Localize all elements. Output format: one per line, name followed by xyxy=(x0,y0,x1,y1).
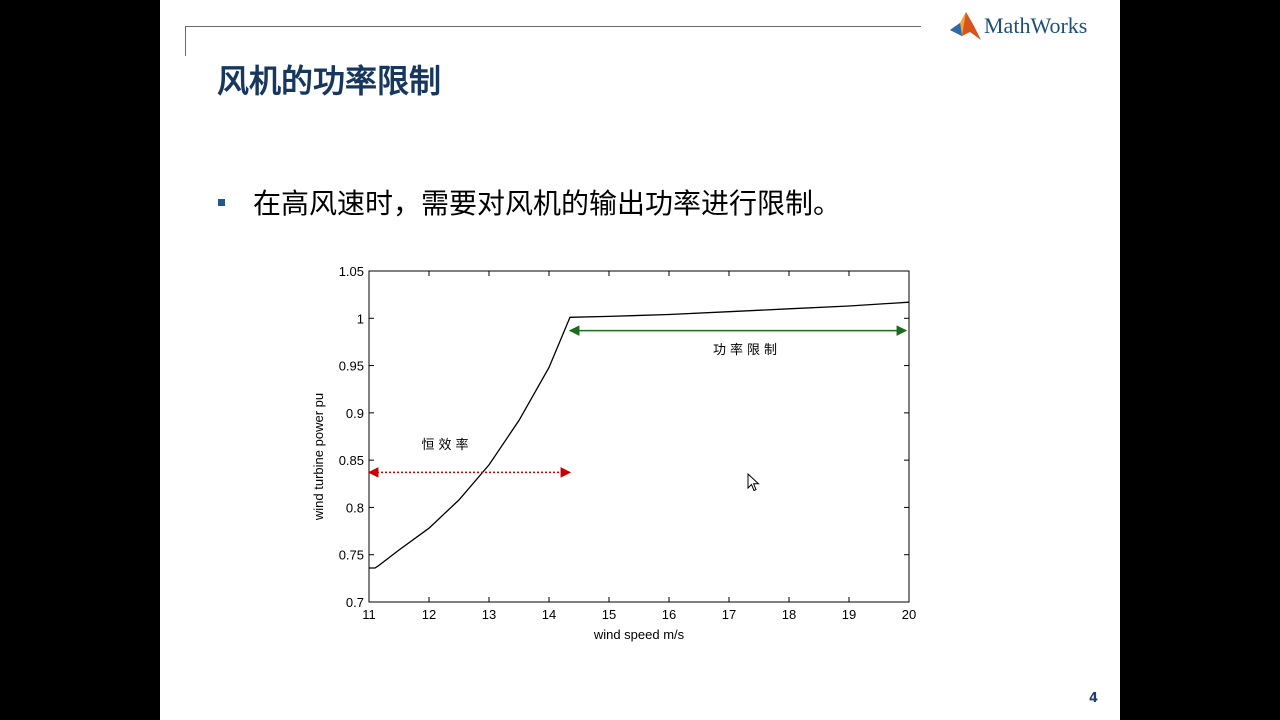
power-curve-line xyxy=(369,301,910,569)
y-tick-label: 0.95 xyxy=(339,359,364,374)
plot-frame xyxy=(368,270,910,603)
page-number: 4 xyxy=(1089,691,1099,706)
x-tick-label: 13 xyxy=(482,607,496,622)
y-tick-label: 0.9 xyxy=(346,406,364,421)
y-tick-label: 0.85 xyxy=(339,453,364,468)
mathworks-logo: MathWorks xyxy=(948,10,1087,42)
bullet-item: 在高风速时，需要对风机的输出功率进行限制。 xyxy=(218,182,841,222)
mouse-cursor-icon xyxy=(747,473,760,492)
constant-efficiency-label: 恒效率 xyxy=(421,437,472,453)
y-tick-label: 0.8 xyxy=(346,500,364,515)
x-tick-label: 16 xyxy=(662,607,676,622)
bullet-text: 在高风速时，需要对风机的输出功率进行限制。 xyxy=(253,187,842,220)
logo-text: MathWorks xyxy=(984,13,1088,38)
power-curve-chart: 11 12 13 14 15 16 17 18 19 20 0.7 0.75 0.8 0.85 0.9 0.9… xyxy=(311,264,916,642)
y-tick-label: 0.75 xyxy=(339,548,364,563)
x-tick-label: 15 xyxy=(602,607,616,622)
x-axis-label: wind speed m/s xyxy=(593,627,685,642)
y-tick-label: 1.05 xyxy=(339,264,364,279)
header-divider xyxy=(185,26,921,27)
y-tick-label: 1 xyxy=(357,311,364,326)
y-axis-label: wind turbine power pu xyxy=(311,393,326,521)
slide: MathWorks 风机的功率限制 在高风速时，需要对风机的输出功率进行限制。 … xyxy=(160,0,1120,720)
matlab-membrane-icon xyxy=(950,12,981,40)
y-tick-label: 0.7 xyxy=(346,595,364,610)
x-tick-label: 18 xyxy=(782,607,796,622)
header-divider-tick xyxy=(185,26,186,56)
x-tick-label: 20 xyxy=(902,607,916,622)
x-tick-label: 19 xyxy=(842,607,856,622)
x-tick-label: 12 xyxy=(422,607,436,622)
bullet-marker xyxy=(218,198,225,206)
power-limit-label: 功率限制 xyxy=(713,342,781,358)
slide-title: 风机的功率限制 xyxy=(217,62,442,100)
x-tick-label: 17 xyxy=(722,607,736,622)
x-tick-label: 14 xyxy=(542,607,556,622)
x-tick-label: 11 xyxy=(362,607,376,622)
